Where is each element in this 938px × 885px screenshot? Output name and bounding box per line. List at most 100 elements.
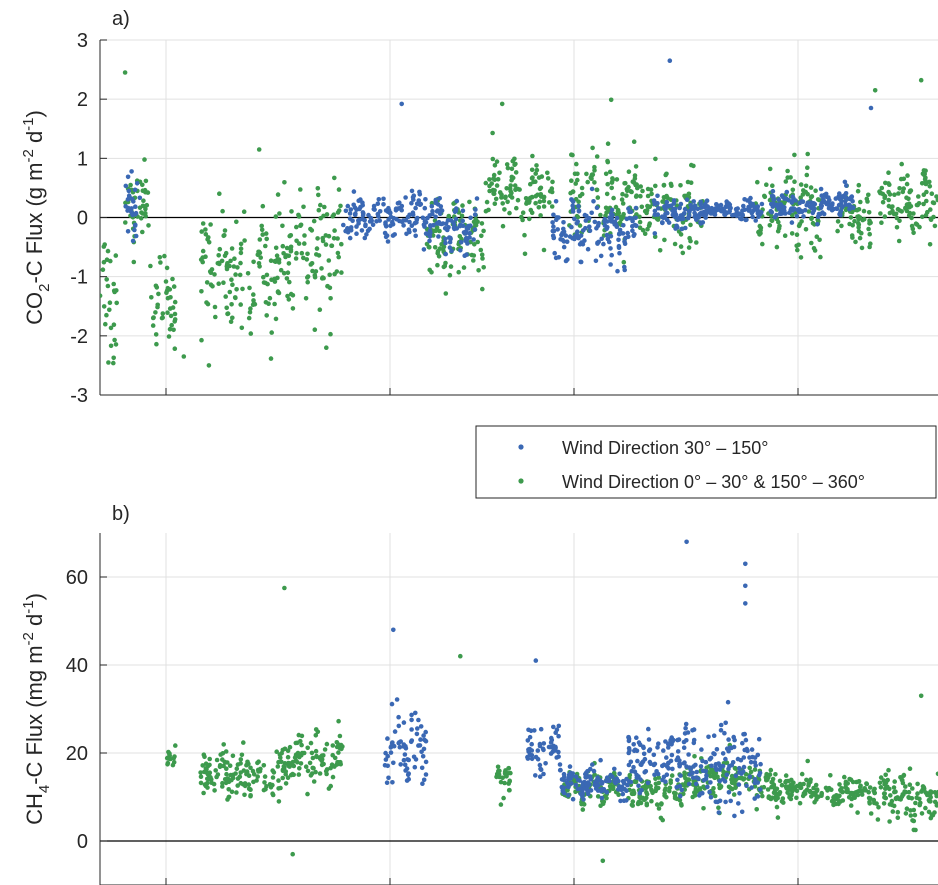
data-point: [842, 774, 847, 780]
data-point: [789, 199, 795, 204]
data-point: [114, 300, 119, 306]
data-point: [318, 202, 323, 208]
data-point: [916, 194, 921, 199]
data-point: [614, 215, 620, 221]
data-point: [731, 792, 737, 797]
data-point: [382, 763, 388, 768]
data-point: [260, 203, 266, 209]
data-point: [171, 327, 176, 333]
data-point: [240, 286, 245, 292]
data-point: [904, 195, 909, 200]
data-point: [100, 267, 106, 273]
data-point: [390, 780, 395, 785]
data-point: [646, 748, 652, 754]
data-point: [329, 243, 335, 249]
data-point: [794, 795, 799, 801]
data-point: [790, 194, 795, 199]
data-point: [320, 238, 326, 244]
data-point: [635, 185, 640, 191]
data-point: [577, 223, 583, 228]
data-point: [348, 207, 354, 212]
data-point: [777, 778, 783, 784]
data-point: [505, 165, 511, 171]
data-point: [595, 240, 600, 246]
data-point: [908, 188, 913, 194]
data-point: [261, 280, 267, 285]
data-point: [458, 248, 463, 253]
data-point: [233, 771, 238, 776]
data-point: [686, 245, 692, 250]
data-point: [755, 204, 761, 209]
data-point: [515, 186, 520, 192]
data-point: [561, 220, 566, 225]
data-point: [391, 760, 396, 766]
data-point: [755, 179, 760, 185]
data-point: [479, 252, 485, 257]
data-point: [605, 141, 611, 146]
data-point: [747, 765, 752, 771]
data-point: [675, 777, 680, 783]
data-point: [769, 193, 775, 199]
data-point: [396, 714, 401, 720]
data-point: [336, 254, 342, 260]
data-point: [633, 205, 639, 211]
data-point: [776, 219, 781, 225]
data-point: [491, 191, 497, 196]
data-point: [604, 795, 609, 801]
data-point: [270, 775, 276, 780]
data-point: [590, 145, 595, 151]
data-point: [754, 807, 759, 812]
data-point: [723, 799, 728, 805]
data-point: [290, 771, 295, 777]
data-point: [359, 228, 365, 233]
data-point: [693, 787, 699, 792]
data-point: [533, 193, 539, 199]
data-point: [740, 740, 745, 746]
data-point: [678, 793, 683, 799]
data-point: [429, 270, 434, 275]
data-point: [743, 737, 749, 743]
data-point: [275, 275, 280, 281]
data-point: [361, 211, 366, 216]
data-point-outlier: [743, 583, 748, 589]
data-point: [337, 746, 343, 751]
data-point: [726, 737, 731, 742]
data-point: [547, 200, 552, 205]
data-point: [694, 240, 699, 245]
data-point: [341, 222, 346, 228]
data-point: [239, 325, 245, 331]
data-point: [251, 301, 257, 306]
data-point: [459, 213, 465, 219]
data-point: [592, 772, 597, 777]
data-point: [270, 792, 276, 798]
data-point: [856, 182, 862, 188]
data-point: [407, 219, 412, 225]
data-point: [282, 761, 288, 766]
data-point: [850, 223, 855, 228]
data-point: [315, 186, 321, 191]
data-point: [620, 791, 626, 797]
data-point-outlier: [206, 363, 212, 368]
data-point: [713, 799, 719, 805]
data-point: [247, 309, 253, 315]
data-point: [319, 762, 325, 768]
data-point: [335, 250, 341, 256]
data-point: [820, 197, 826, 202]
data-point: [537, 774, 543, 779]
data-point: [677, 205, 682, 211]
data-point: [244, 771, 249, 777]
data-point: [569, 781, 574, 786]
data-point: [907, 766, 913, 771]
data-point: [126, 188, 132, 194]
data-point: [770, 183, 775, 188]
data-point: [467, 230, 472, 236]
data-point: [290, 306, 296, 311]
data-point: [859, 792, 865, 797]
data-point: [904, 208, 910, 214]
data-point: [324, 741, 330, 747]
data-point: [381, 202, 386, 207]
data-point: [529, 756, 535, 762]
data-point: [769, 784, 774, 790]
data-point: [665, 204, 671, 209]
data-point: [104, 312, 109, 318]
